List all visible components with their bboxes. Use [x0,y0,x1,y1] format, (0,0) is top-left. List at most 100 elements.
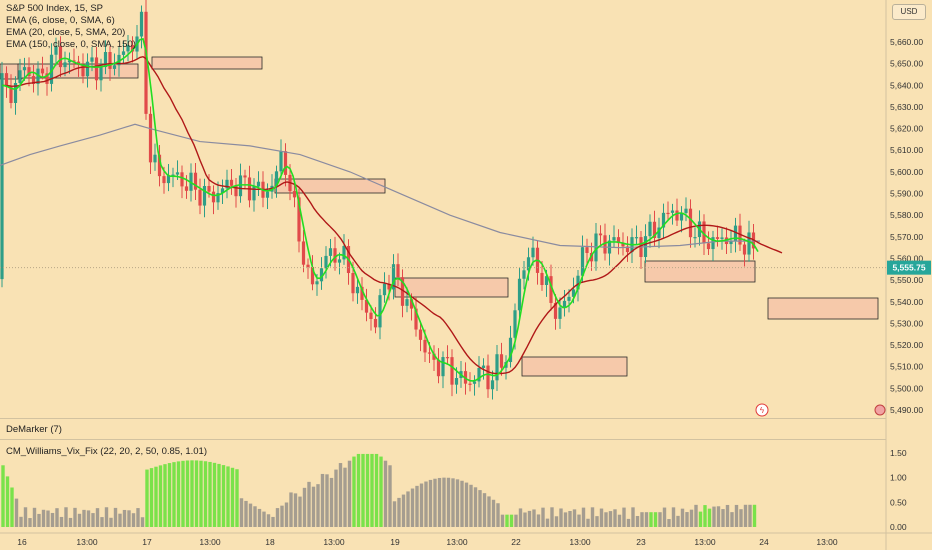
vix-fix-bar [667,519,671,527]
candle-body [328,248,333,256]
vix-fix-bar [383,460,388,527]
vix-fix-bar [320,473,325,527]
candle-body [67,60,72,63]
candle-body [612,237,616,241]
price-tick-label: 5,510.00 [890,362,923,372]
chart-title: S&P 500 Index, 15, SP [6,3,104,14]
vix-fix-bar [361,453,365,527]
vix-fix-bar [167,463,172,527]
vix-fix-bar [446,477,451,527]
price-tick-label: 5,650.00 [890,59,923,69]
candle-body [549,276,553,303]
vix-fix-bar [239,498,244,527]
time-tick-label: 13:00 [816,537,838,547]
price-tick-label: 5,630.00 [890,102,923,112]
demarker-legend: DeMarker (7) [6,424,62,435]
candle-body [679,212,684,221]
candle-body [387,283,391,290]
vix-fix-bar [302,487,307,527]
candle-body [562,300,567,308]
candle-body [432,353,436,360]
candle-body [202,186,207,206]
vix-fix-bar [388,465,392,527]
vix-fix-bar [289,492,293,527]
vix-fix-bar [545,518,550,527]
candle-body [625,246,630,253]
vix-fix-bar [428,479,433,527]
vix-fix-bar [550,507,554,527]
vix-fix-bar [154,466,158,527]
vix-fix-bar [572,509,577,527]
vix-fix-bar [496,503,500,527]
vix-fix-bar [235,469,239,527]
candle-body [576,275,580,290]
candle-body [436,359,441,377]
currency-button[interactable]: USD [892,4,926,20]
pane-separator-2[interactable] [0,439,886,440]
vix-fix-bar [311,486,316,527]
vix-fix-bar [716,506,721,527]
candle-body [45,73,49,84]
vix-fix-bar [568,510,572,527]
candle-body [148,113,153,163]
candle-body [211,191,216,203]
vix-fix-bar [149,468,154,527]
candle-body [126,45,130,52]
vix-fix-bar [581,507,586,527]
candle-body [481,365,486,368]
ema-150-line [0,123,760,249]
candle-body [243,175,247,178]
candle-body [27,67,31,77]
candle-body [684,208,688,213]
candle-body [396,264,400,278]
vix-fix-bar [703,505,707,527]
candle-body [238,175,243,197]
candle-body [166,175,171,184]
last-price-tag [887,260,931,275]
vix-fix-bar [334,469,338,527]
alert-badge-icon [874,404,886,416]
lightning-icon: ϟ [760,406,765,415]
vix-fix-bar [689,509,694,527]
vix-fix-bar [599,508,604,527]
vix-fix-bar [365,453,370,527]
vix-fix-bar [221,465,226,527]
candle-body [157,154,162,177]
candle-body [144,11,148,114]
vix-fix-bar [55,508,59,527]
vix-fix-bar [32,507,37,527]
candle-body [292,191,297,198]
vix-fix-bar [676,515,680,527]
pane-separator-1[interactable] [0,418,886,419]
vix-fix-bar [577,514,581,527]
price-tick-label: 5,600.00 [890,167,923,177]
vix-fix-bar [181,460,185,527]
vix-fix-bar [635,516,640,527]
candle-body [567,296,571,301]
candle-body [103,52,108,68]
time-tick-label: 13:00 [323,537,345,547]
candle-body [531,247,535,258]
candle-body [634,237,639,239]
vix-fix-bar [104,507,109,527]
candle-body [427,352,432,354]
price-tick-label: 5,520.00 [890,340,923,350]
candle-body [13,82,18,103]
candle-body [139,11,144,37]
vix-tick-label: 0.50 [890,497,907,507]
time-tick-label: 13:00 [76,537,98,547]
vix-fix-bar [482,493,487,527]
vix-fix-bar [505,514,509,527]
candle-body [702,221,706,244]
candle-body [670,210,675,213]
candle-body [40,68,45,74]
vix-fix-bar [424,481,428,527]
candle-body [90,57,94,62]
candle-body [162,176,166,184]
price-tick-label: 5,640.00 [890,80,923,90]
vix-fix-bar [554,516,559,527]
vix-fix-bar [131,513,136,527]
vix-fix-bar [748,504,752,527]
candle-body [486,365,490,390]
